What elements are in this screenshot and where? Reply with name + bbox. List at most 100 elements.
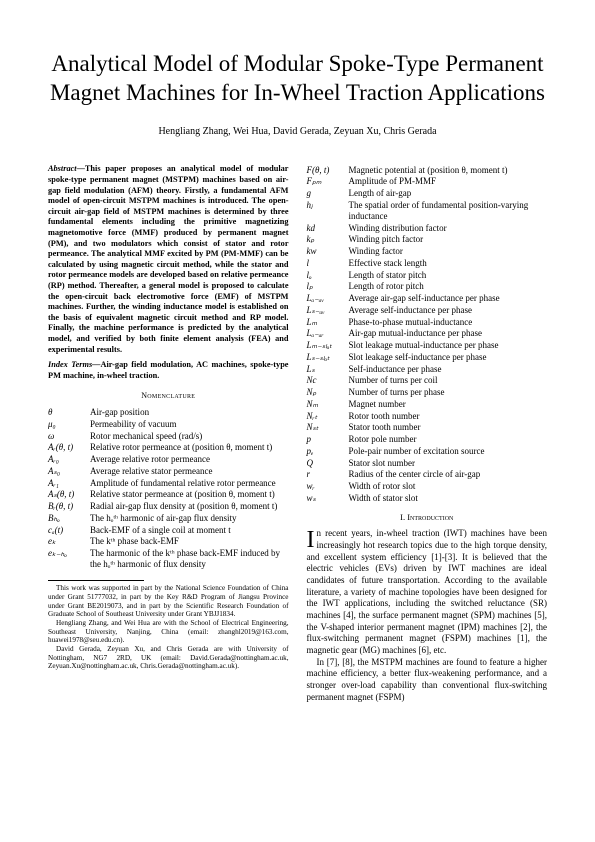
nomenclature-symbol: ω <box>48 430 90 442</box>
nomenclature-desc: Pole-pair number of excitation source <box>349 446 548 458</box>
nomenclature-desc: Self-inductance per phase <box>349 363 548 375</box>
nomenclature-row: hⱼThe spatial order of fundamental posit… <box>307 200 548 223</box>
nomenclature-row: kwWinding factor <box>307 246 548 258</box>
nomenclature-symbol: pₑ <box>307 446 349 458</box>
nomenclature-desc: Stator slot number <box>349 457 548 469</box>
nomenclature-desc: Length of rotor pitch <box>349 281 548 293</box>
footnote-funding: This work was supported in part by the N… <box>48 584 289 619</box>
nomenclature-symbol: cₐ(t) <box>48 524 90 536</box>
nomenclature-row: wᵣWidth of rotor slot <box>307 481 548 493</box>
nomenclature-row: θAir-gap position <box>48 407 289 419</box>
nomenclature-row: gLength of air-gap <box>307 188 548 200</box>
nomenclature-desc: Effective stack length <box>349 258 548 270</box>
nomenclature-symbol: Nₘ <box>307 399 349 411</box>
nomenclature-symbol: F(θ, t) <box>307 164 349 176</box>
nomenclature-symbol: Lₐ₋ₐᵥ <box>307 293 349 305</box>
nomenclature-desc: Winding factor <box>349 246 548 258</box>
nomenclature-symbol: Lₛ₋ₛₗₒₜ <box>307 352 349 364</box>
nomenclature-desc: Amplitude of fundamental relative rotor … <box>90 477 289 489</box>
nomenclature-symbol: θ <box>48 407 90 419</box>
nomenclature-desc: Magnet number <box>349 399 548 411</box>
nomenclature-row: pₑPole-pair number of excitation source <box>307 446 548 458</box>
nomenclature-desc: Winding distribution factor <box>349 222 548 234</box>
nomenclature-desc: The hₒᵗʰ harmonic of air-gap flux densit… <box>90 512 289 524</box>
nomenclature-row: LₘPhase-to-phase mutual-inductance <box>307 316 548 328</box>
nomenclature-desc: Width of stator slot <box>349 493 548 505</box>
nomenclature-desc: Air-gap mutual-inductance per phase <box>349 328 548 340</box>
nomenclature-symbol: Lₘ <box>307 316 349 328</box>
nomenclature-row: LₛSelf-inductance per phase <box>307 363 548 375</box>
nomenclature-table-right: F(θ, t)Magnetic potential at (position θ… <box>307 164 548 504</box>
nomenclature-desc: Winding pitch factor <box>349 234 548 246</box>
nomenclature-desc: Stator tooth number <box>349 422 548 434</box>
nomenclature-symbol: wᵣ <box>307 481 349 493</box>
nomenclature-row: Aᵣ(θ, t)Relative rotor permeance at (pos… <box>48 442 289 454</box>
nomenclature-desc: Rotor pole number <box>349 434 548 446</box>
nomenclature-row: Lₐ₋ₐᵥAverage air-gap self-inductance per… <box>307 293 548 305</box>
nomenclature-row: lEffective stack length <box>307 258 548 270</box>
nomenclature-desc: Average relative stator permeance <box>90 465 289 477</box>
nomenclature-row: Lₘ₋ₛₗₒₜSlot leakage mutual-inductance pe… <box>307 340 548 352</box>
nomenclature-row: NcNumber of turns per coil <box>307 375 548 387</box>
nomenclature-symbol: Nc <box>307 375 349 387</box>
intro-paragraph-1: In recent years, in-wheel traction (IWT)… <box>307 528 548 657</box>
nomenclature-heading: Nomenclature <box>48 391 289 401</box>
index-terms-label: Index Terms— <box>48 360 100 369</box>
nomenclature-symbol: Aᵣ(θ, t) <box>48 442 90 454</box>
nomenclature-symbol: eₖ <box>48 536 90 548</box>
nomenclature-row: ωRotor mechanical speed (rad/s) <box>48 430 289 442</box>
abstract: Abstract—This paper proposes an analytic… <box>48 164 289 355</box>
nomenclature-symbol: Lₛ <box>307 363 349 375</box>
nomenclature-desc: Slot leakage self-inductance per phase <box>349 352 548 364</box>
nomenclature-row: cₐ(t)Back-EMF of a single coil at moment… <box>48 524 289 536</box>
nomenclature-symbol: Q <box>307 457 349 469</box>
nomenclature-symbol: Aᵣ₁ <box>48 477 90 489</box>
nomenclature-symbol: Aᵣ₀ <box>48 454 90 466</box>
nomenclature-row: Aᵣ₁Amplitude of fundamental relative rot… <box>48 477 289 489</box>
nomenclature-desc: Average air-gap self-inductance per phas… <box>349 293 548 305</box>
authors: Hengliang Zhang, Wei Hua, David Gerada, … <box>48 126 547 139</box>
footnote-rule <box>48 580 144 581</box>
nomenclature-symbol: kd <box>307 222 349 234</box>
nomenclature-desc: Length of stator pitch <box>349 269 548 281</box>
nomenclature-table-left: θAir-gap positionμ₀Permeability of vacuu… <box>48 407 289 571</box>
nomenclature-row: eₖThe kᵗʰ phase back-EMF <box>48 536 289 548</box>
nomenclature-row: Aᵣ₀Average relative rotor permeance <box>48 454 289 466</box>
intro-body: In recent years, in-wheel traction (IWT)… <box>307 528 548 703</box>
nomenclature-symbol: r <box>307 469 349 481</box>
nomenclature-desc: Phase-to-phase mutual-inductance <box>349 316 548 328</box>
nomenclature-symbol: g <box>307 188 349 200</box>
page-title: Analytical Model of Modular Spoke-Type P… <box>48 50 547 108</box>
nomenclature-row: rRadius of the center circle of air-gap <box>307 469 548 481</box>
nomenclature-symbol: Bᵣ(θ, t) <box>48 501 90 513</box>
nomenclature-symbol: kw <box>307 246 349 258</box>
nomenclature-desc: Rotor tooth number <box>349 410 548 422</box>
nomenclature-desc: Average self-inductance per phase <box>349 305 548 317</box>
nomenclature-row: Bᵣ(θ, t)Radial air-gap flux density at (… <box>48 501 289 513</box>
intro-paragraph-2: In [7], [8], the MSTPM machines are foun… <box>307 657 548 704</box>
nomenclature-symbol: kₚ <box>307 234 349 246</box>
nomenclature-desc: Radial air-gap flux density at (position… <box>90 501 289 513</box>
index-terms: Index Terms—Air-gap field modulation, AC… <box>48 360 289 381</box>
nomenclature-symbol: Nₛₜ <box>307 422 349 434</box>
nomenclature-row: lₒLength of stator pitch <box>307 269 548 281</box>
nomenclature-row: Lₛ₋ₐᵥAverage self-inductance per phase <box>307 305 548 317</box>
nomenclature-desc: Slot leakage mutual-inductance per phase <box>349 340 548 352</box>
abstract-label: Abstract— <box>48 164 85 173</box>
nomenclature-desc: Radius of the center circle of air-gap <box>349 469 548 481</box>
nomenclature-row: Aₛ₀Average relative stator permeance <box>48 465 289 477</box>
nomenclature-row: NₘMagnet number <box>307 399 548 411</box>
nomenclature-symbol: Lₛ₋ₐᵥ <box>307 305 349 317</box>
footnote-affil-2: David Gerada, Zeyuan Xu, and Chris Gerad… <box>48 645 289 671</box>
nomenclature-row: NₚNumber of turns per phase <box>307 387 548 399</box>
nomenclature-row: BₕₒThe hₒᵗʰ harmonic of air-gap flux den… <box>48 512 289 524</box>
nomenclature-row: Aₛ(θ, t)Relative stator permeance at (po… <box>48 489 289 501</box>
nomenclature-desc: Relative rotor permeance at (position θ,… <box>90 442 289 454</box>
nomenclature-row: kdWinding distribution factor <box>307 222 548 234</box>
section-1-heading: I. Introduction <box>307 512 548 523</box>
nomenclature-symbol: lₚ <box>307 281 349 293</box>
nomenclature-symbol: Aₛ(θ, t) <box>48 489 90 501</box>
nomenclature-desc: The harmonic of the kᵗʰ phase back-EMF i… <box>90 548 289 571</box>
nomenclature-row: lₚLength of rotor pitch <box>307 281 548 293</box>
nomenclature-row: wₛWidth of stator slot <box>307 493 548 505</box>
